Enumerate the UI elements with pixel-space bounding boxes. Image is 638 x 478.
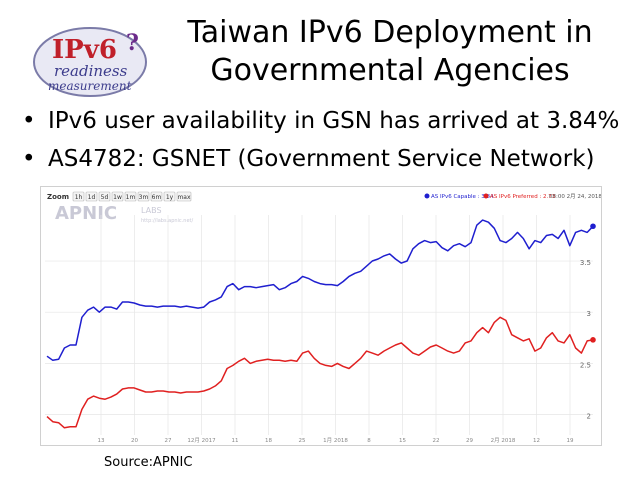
- x-tick-label: 11: [232, 438, 239, 444]
- logo-question-mark: ?: [126, 30, 139, 56]
- x-tick-label: 20: [131, 438, 138, 444]
- chart-frame: Zoom 1h 1d 5d 1w 1m 3m 6m 1y max APNIC LABS http://l…: [40, 186, 602, 446]
- zoom-button-3m[interactable]: [137, 191, 150, 202]
- bullet-text: AS4782: GSNET (Government Service Networ…: [48, 146, 595, 172]
- zoom-button-5d[interactable]: [98, 191, 111, 202]
- series-line-ipv6-capable: [46, 219, 594, 362]
- zoom-button-1h[interactable]: [72, 191, 85, 202]
- zoom-button-label: 5d: [101, 194, 109, 201]
- zoom-button-label: max: [177, 194, 191, 201]
- y-tick-label: 2.5: [580, 361, 591, 369]
- x-tick-label: 19: [567, 438, 574, 444]
- source-caption: Source:APNIC: [104, 455, 193, 470]
- x-tick-label: 8: [367, 438, 371, 444]
- legend-preferred-marker: [483, 193, 489, 199]
- bullet-dot-icon: •: [22, 146, 36, 172]
- slide-title-line-2: Governmental Agencies: [210, 53, 570, 88]
- y-tick-label: 3.5: [580, 259, 591, 267]
- zoom-button-1m[interactable]: [124, 191, 137, 202]
- legend-capable-marker: [424, 193, 430, 199]
- legend-timestamp: 08:00 2月 24, 2018: [549, 193, 601, 200]
- x-tick-label: 29: [466, 438, 473, 444]
- zoom-button-max[interactable]: [176, 191, 192, 202]
- zoom-button-label: 3m: [139, 194, 149, 201]
- x-tick-label: 12月 2017: [187, 437, 216, 444]
- logo-readiness-text: readiness: [54, 62, 128, 80]
- series-end-point: [590, 337, 596, 343]
- zoom-button-label: 1h: [75, 194, 83, 201]
- x-tick-label: 12: [533, 438, 540, 444]
- bullet-text: IPv6 user availability in GSN has arrive…: [48, 108, 620, 134]
- slide-title-line-1: Taiwan IPv6 Deployment in: [187, 15, 593, 50]
- bullet-dot-icon: •: [22, 108, 36, 134]
- slide-title: Taiwan IPv6 Deployment in Governmental A…: [160, 14, 620, 90]
- zoom-button-label: 6m: [152, 194, 162, 201]
- series-line-ipv6-preferred: [46, 316, 594, 429]
- zoom-button-1y[interactable]: [163, 191, 176, 202]
- y-tick-label: 2: [587, 413, 591, 421]
- x-tick-label: 1月 2018: [323, 437, 348, 444]
- ipv6-line-chart: Zoom 1h 1d 5d 1w 1m 3m 6m 1y max APNIC LABS http://l…: [45, 191, 602, 444]
- legend-preferred-label: AS IPv6 Preferred : 2.73: [490, 194, 556, 200]
- apnic-url-watermark: http://labs.apnic.net/: [141, 218, 193, 224]
- zoom-button-6m[interactable]: [150, 191, 163, 202]
- legend-capable-label: AS IPv6 Capable : 3.84: [431, 194, 494, 200]
- x-tick-label: 13: [98, 438, 105, 444]
- bullet-item: • AS4782: GSNET (Government Service Netwo…: [22, 140, 622, 178]
- x-tick-label: 27: [165, 438, 172, 444]
- x-tick-label: 2月 2018: [491, 437, 516, 444]
- bullet-list: • IPv6 user availability in GSN has arriv…: [22, 102, 622, 178]
- logo-measurement-text: measurement: [48, 79, 132, 93]
- zoom-button-label: 1d: [88, 194, 96, 201]
- bullet-item: • IPv6 user availability in GSN has arriv…: [22, 102, 622, 140]
- logo-ipv6-text: IPv6: [52, 35, 117, 65]
- logo-globe-shape: [33, 27, 147, 97]
- apnic-labs-watermark: LABS: [141, 206, 162, 215]
- zoom-button-1d[interactable]: [85, 191, 98, 202]
- apnic-watermark: APNIC: [55, 203, 117, 224]
- series-end-point: [590, 223, 596, 230]
- x-tick-label: 15: [399, 438, 406, 444]
- x-tick-label: 22: [433, 438, 440, 444]
- x-tick-label: 18: [265, 438, 272, 444]
- x-tick-label: 25: [299, 438, 306, 444]
- zoom-button-label: 1m: [126, 194, 136, 201]
- zoom-button-label: 1y: [166, 194, 174, 201]
- ipv6-readiness-logo: IPv6 ? readiness measurement: [33, 27, 147, 97]
- zoom-button-label: 1w: [113, 194, 122, 201]
- y-tick-label: 3: [587, 310, 591, 318]
- zoom-label: Zoom: [47, 193, 69, 201]
- zoom-button-1w[interactable]: [111, 191, 124, 202]
